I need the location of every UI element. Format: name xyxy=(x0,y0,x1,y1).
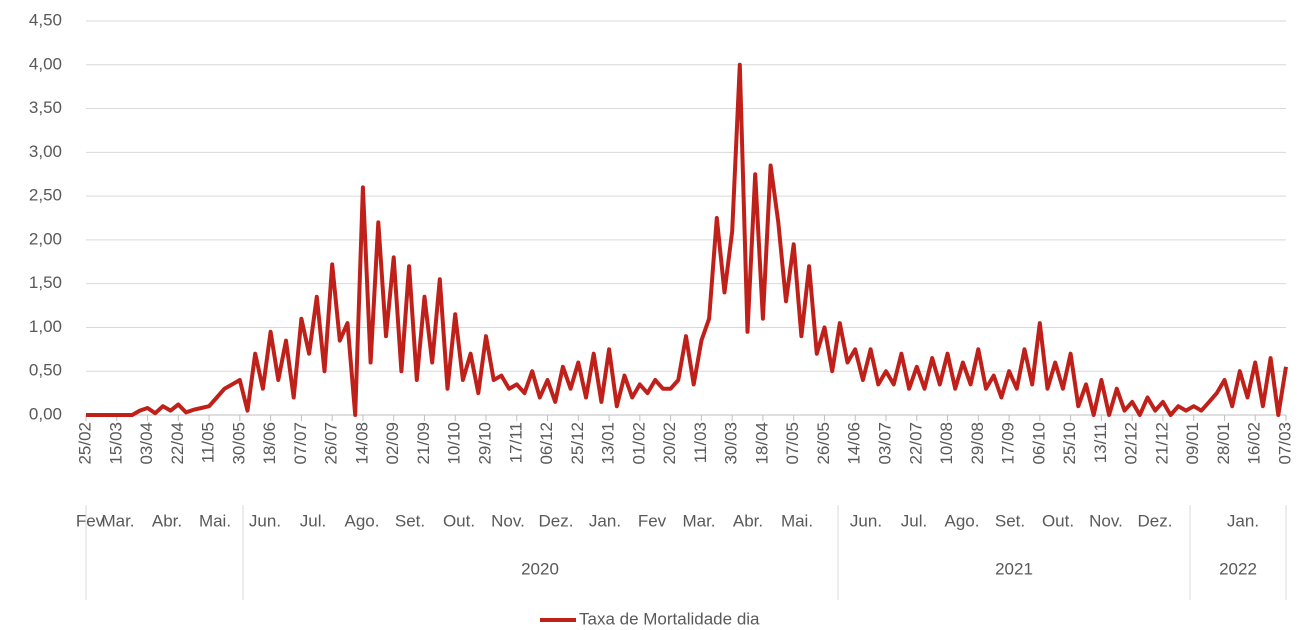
x-tick-label: 07/07 xyxy=(291,422,310,465)
x-tick-label: 10/10 xyxy=(445,422,464,465)
y-tick-label: 2,00 xyxy=(29,229,62,248)
x-tick-label: 30/05 xyxy=(229,422,248,465)
y-tick-label: 4,50 xyxy=(29,10,62,29)
month-label: Fev xyxy=(638,511,667,530)
month-label: Nov. xyxy=(491,511,525,530)
x-tick-label: 22/04 xyxy=(168,422,187,465)
year-label: 2020 xyxy=(521,559,559,578)
y-tick-label: 2,50 xyxy=(29,186,62,205)
x-tick-label: 06/12 xyxy=(537,422,556,465)
y-tick-label: 0,50 xyxy=(29,361,62,380)
month-label: Out. xyxy=(443,511,475,530)
x-tick-label: 25/10 xyxy=(1060,422,1079,465)
x-tick-label: 21/09 xyxy=(414,422,433,465)
x-tick-label: 16/02 xyxy=(1245,422,1264,465)
month-label: Mar. xyxy=(101,511,134,530)
month-label: Abr. xyxy=(733,511,763,530)
x-tick-label: 29/08 xyxy=(968,422,987,465)
x-tick-label: 21/12 xyxy=(1152,422,1171,465)
y-tick-label: 4,00 xyxy=(29,54,62,73)
month-label: Mar. xyxy=(682,511,715,530)
x-tick-label: 17/11 xyxy=(506,422,525,463)
x-tick-label: 10/08 xyxy=(937,422,956,465)
x-tick-label: 18/04 xyxy=(752,422,771,465)
y-tick-label: 3,50 xyxy=(29,98,62,117)
x-tick-label: 06/10 xyxy=(1029,422,1048,465)
month-label: Ago. xyxy=(345,511,380,530)
x-tick-label: 25/02 xyxy=(75,422,94,465)
y-tick-label: 1,00 xyxy=(29,317,62,336)
month-label: Jan. xyxy=(1227,511,1259,530)
x-tick-label: 20/02 xyxy=(660,422,679,465)
month-label: Nov. xyxy=(1089,511,1123,530)
x-tick-label: 03/07 xyxy=(875,422,894,465)
x-tick-label: 11/05 xyxy=(199,422,218,463)
legend-label: Taxa de Mortalidade dia xyxy=(579,609,760,628)
x-tick-label: 14/06 xyxy=(845,422,864,465)
month-label: Jul. xyxy=(901,511,927,530)
month-label: Jul. xyxy=(300,511,326,530)
month-label: Abr. xyxy=(152,511,182,530)
month-label: Mai. xyxy=(781,511,813,530)
x-tick-label: 07/03 xyxy=(1275,422,1294,465)
month-label: Jun. xyxy=(249,511,281,530)
x-tick-label: 09/01 xyxy=(1183,422,1202,465)
month-label: Fev xyxy=(76,511,105,530)
x-tick-label: 13/11 xyxy=(1091,422,1110,463)
x-tick-label: 11/03 xyxy=(691,422,710,463)
x-tick-label: 25/12 xyxy=(568,422,587,465)
x-tick-label: 07/05 xyxy=(783,422,802,465)
month-label: Jun. xyxy=(850,511,882,530)
month-label: Dez. xyxy=(1138,511,1173,530)
x-tick-label: 02/12 xyxy=(1122,422,1141,465)
month-label: Dez. xyxy=(539,511,574,530)
y-tick-label: 0,00 xyxy=(29,404,62,423)
month-label: Jan. xyxy=(589,511,621,530)
month-label: Set. xyxy=(395,511,425,530)
year-label: 2022 xyxy=(1219,559,1257,578)
month-label: Set. xyxy=(995,511,1025,530)
x-tick-label: 13/01 xyxy=(599,422,618,465)
x-tick-label: 03/04 xyxy=(137,422,156,465)
x-tick-label: 28/01 xyxy=(1214,422,1233,465)
x-tick-label: 26/07 xyxy=(322,422,341,465)
y-tick-label: 3,00 xyxy=(29,142,62,161)
x-tick-label: 14/08 xyxy=(352,422,371,465)
x-tick-label: 22/07 xyxy=(906,422,925,465)
month-label: Ago. xyxy=(945,511,980,530)
x-tick-label: 26/05 xyxy=(814,422,833,465)
x-tick-label: 01/02 xyxy=(629,422,648,465)
x-tick-label: 15/03 xyxy=(106,422,125,465)
x-tick-label: 17/09 xyxy=(999,422,1018,465)
x-tick-label: 29/10 xyxy=(475,422,494,465)
x-tick-label: 02/09 xyxy=(383,422,402,465)
year-label: 2021 xyxy=(995,559,1033,578)
x-tick-label: 30/03 xyxy=(722,422,741,465)
month-label: Out. xyxy=(1042,511,1074,530)
x-tick-label: 18/06 xyxy=(260,422,279,465)
data-line xyxy=(86,62,1288,417)
y-tick-label: 1,50 xyxy=(29,273,62,292)
month-label: Mai. xyxy=(199,511,231,530)
